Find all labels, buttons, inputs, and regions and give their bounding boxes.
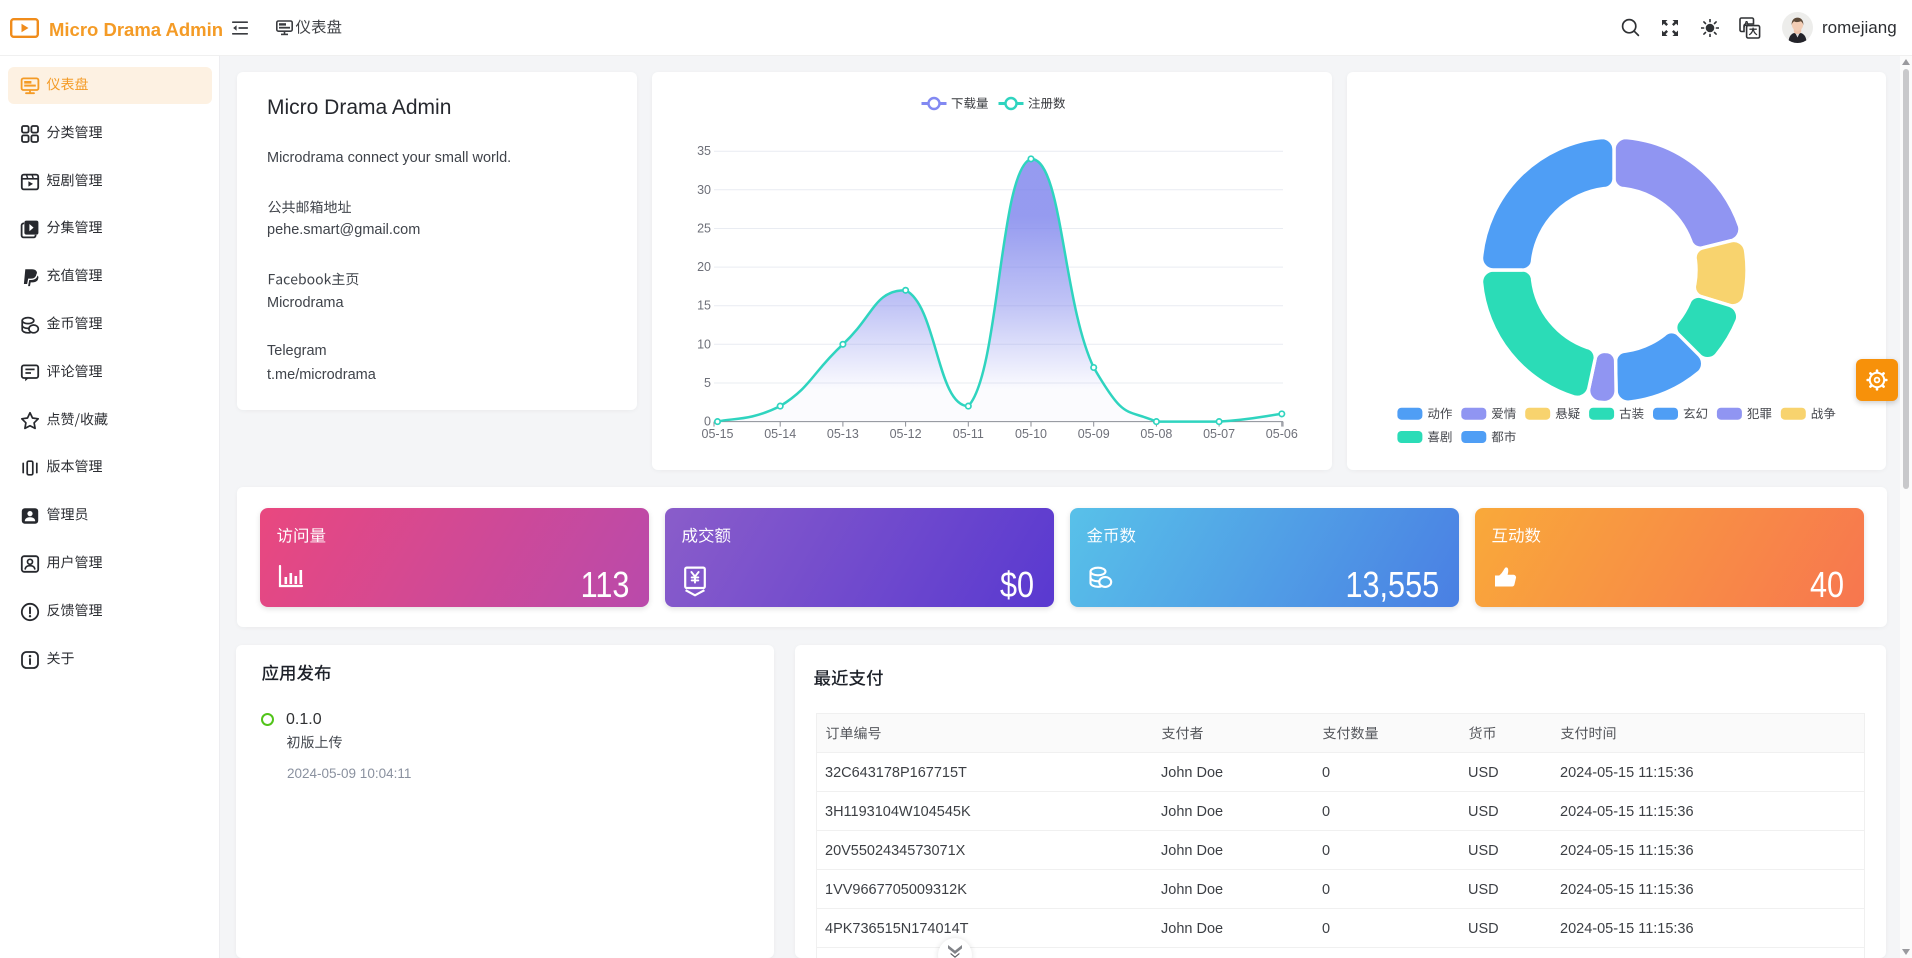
svg-text:30: 30 — [697, 183, 711, 197]
svg-text:35: 35 — [697, 144, 711, 158]
svg-text:05-07: 05-07 — [1203, 427, 1235, 441]
svg-text:05-06: 05-06 — [1266, 427, 1298, 441]
svg-text:05-14: 05-14 — [764, 427, 796, 441]
svg-text:05-12: 05-12 — [890, 427, 922, 441]
svg-text:05-15: 05-15 — [702, 427, 734, 441]
svg-text:20: 20 — [697, 260, 711, 274]
svg-text:05-10: 05-10 — [1015, 427, 1047, 441]
svg-text:05-09: 05-09 — [1078, 427, 1110, 441]
svg-text:15: 15 — [697, 299, 711, 313]
svg-text:A: A — [1743, 19, 1750, 30]
svg-text:05-11: 05-11 — [953, 427, 984, 441]
svg-text:10: 10 — [697, 337, 711, 351]
svg-text:05-08: 05-08 — [1140, 427, 1172, 441]
svg-text:0: 0 — [704, 415, 711, 429]
svg-text:5: 5 — [704, 376, 711, 390]
svg-text:05-13: 05-13 — [827, 427, 859, 441]
svg-text:25: 25 — [697, 222, 711, 236]
